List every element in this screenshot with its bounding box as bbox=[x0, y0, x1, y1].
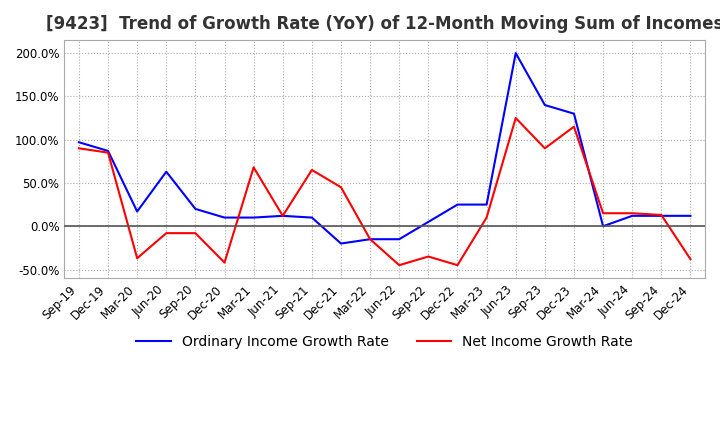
Net Income Growth Rate bbox=[191, 231, 199, 236]
Net Income Growth Rate bbox=[599, 211, 608, 216]
Net Income Growth Rate bbox=[279, 213, 287, 219]
Ordinary Income Growth Rate bbox=[570, 111, 578, 116]
Ordinary Income Growth Rate bbox=[395, 237, 404, 242]
Ordinary Income Growth Rate bbox=[599, 224, 608, 229]
Ordinary Income Growth Rate bbox=[337, 241, 346, 246]
Net Income Growth Rate bbox=[162, 231, 171, 236]
Ordinary Income Growth Rate bbox=[366, 237, 374, 242]
Ordinary Income Growth Rate bbox=[424, 219, 433, 224]
Title: [9423]  Trend of Growth Rate (YoY) of 12-Month Moving Sum of Incomes: [9423] Trend of Growth Rate (YoY) of 12-… bbox=[46, 15, 720, 33]
Ordinary Income Growth Rate bbox=[220, 215, 229, 220]
Net Income Growth Rate bbox=[395, 263, 404, 268]
Net Income Growth Rate bbox=[511, 115, 520, 121]
Net Income Growth Rate bbox=[570, 124, 578, 129]
Ordinary Income Growth Rate bbox=[133, 209, 142, 214]
Ordinary Income Growth Rate bbox=[453, 202, 462, 207]
Ordinary Income Growth Rate bbox=[511, 51, 520, 56]
Legend: Ordinary Income Growth Rate, Net Income Growth Rate: Ordinary Income Growth Rate, Net Income … bbox=[130, 330, 639, 355]
Ordinary Income Growth Rate bbox=[191, 206, 199, 212]
Ordinary Income Growth Rate bbox=[657, 213, 666, 219]
Net Income Growth Rate bbox=[104, 150, 112, 155]
Ordinary Income Growth Rate bbox=[482, 202, 491, 207]
Ordinary Income Growth Rate bbox=[686, 213, 695, 219]
Net Income Growth Rate bbox=[686, 257, 695, 262]
Line: Ordinary Income Growth Rate: Ordinary Income Growth Rate bbox=[79, 53, 690, 243]
Ordinary Income Growth Rate bbox=[162, 169, 171, 174]
Line: Net Income Growth Rate: Net Income Growth Rate bbox=[79, 118, 690, 265]
Net Income Growth Rate bbox=[657, 213, 666, 218]
Net Income Growth Rate bbox=[424, 254, 433, 259]
Net Income Growth Rate bbox=[453, 263, 462, 268]
Ordinary Income Growth Rate bbox=[75, 139, 84, 145]
Net Income Growth Rate bbox=[75, 146, 84, 151]
Net Income Growth Rate bbox=[249, 165, 258, 170]
Net Income Growth Rate bbox=[628, 211, 636, 216]
Ordinary Income Growth Rate bbox=[249, 215, 258, 220]
Ordinary Income Growth Rate bbox=[628, 213, 636, 219]
Ordinary Income Growth Rate bbox=[307, 215, 316, 220]
Net Income Growth Rate bbox=[307, 167, 316, 172]
Net Income Growth Rate bbox=[220, 260, 229, 265]
Net Income Growth Rate bbox=[541, 146, 549, 151]
Net Income Growth Rate bbox=[337, 185, 346, 190]
Ordinary Income Growth Rate bbox=[104, 148, 112, 154]
Net Income Growth Rate bbox=[133, 256, 142, 261]
Net Income Growth Rate bbox=[366, 237, 374, 242]
Net Income Growth Rate bbox=[482, 215, 491, 220]
Ordinary Income Growth Rate bbox=[279, 213, 287, 219]
Ordinary Income Growth Rate bbox=[541, 103, 549, 108]
